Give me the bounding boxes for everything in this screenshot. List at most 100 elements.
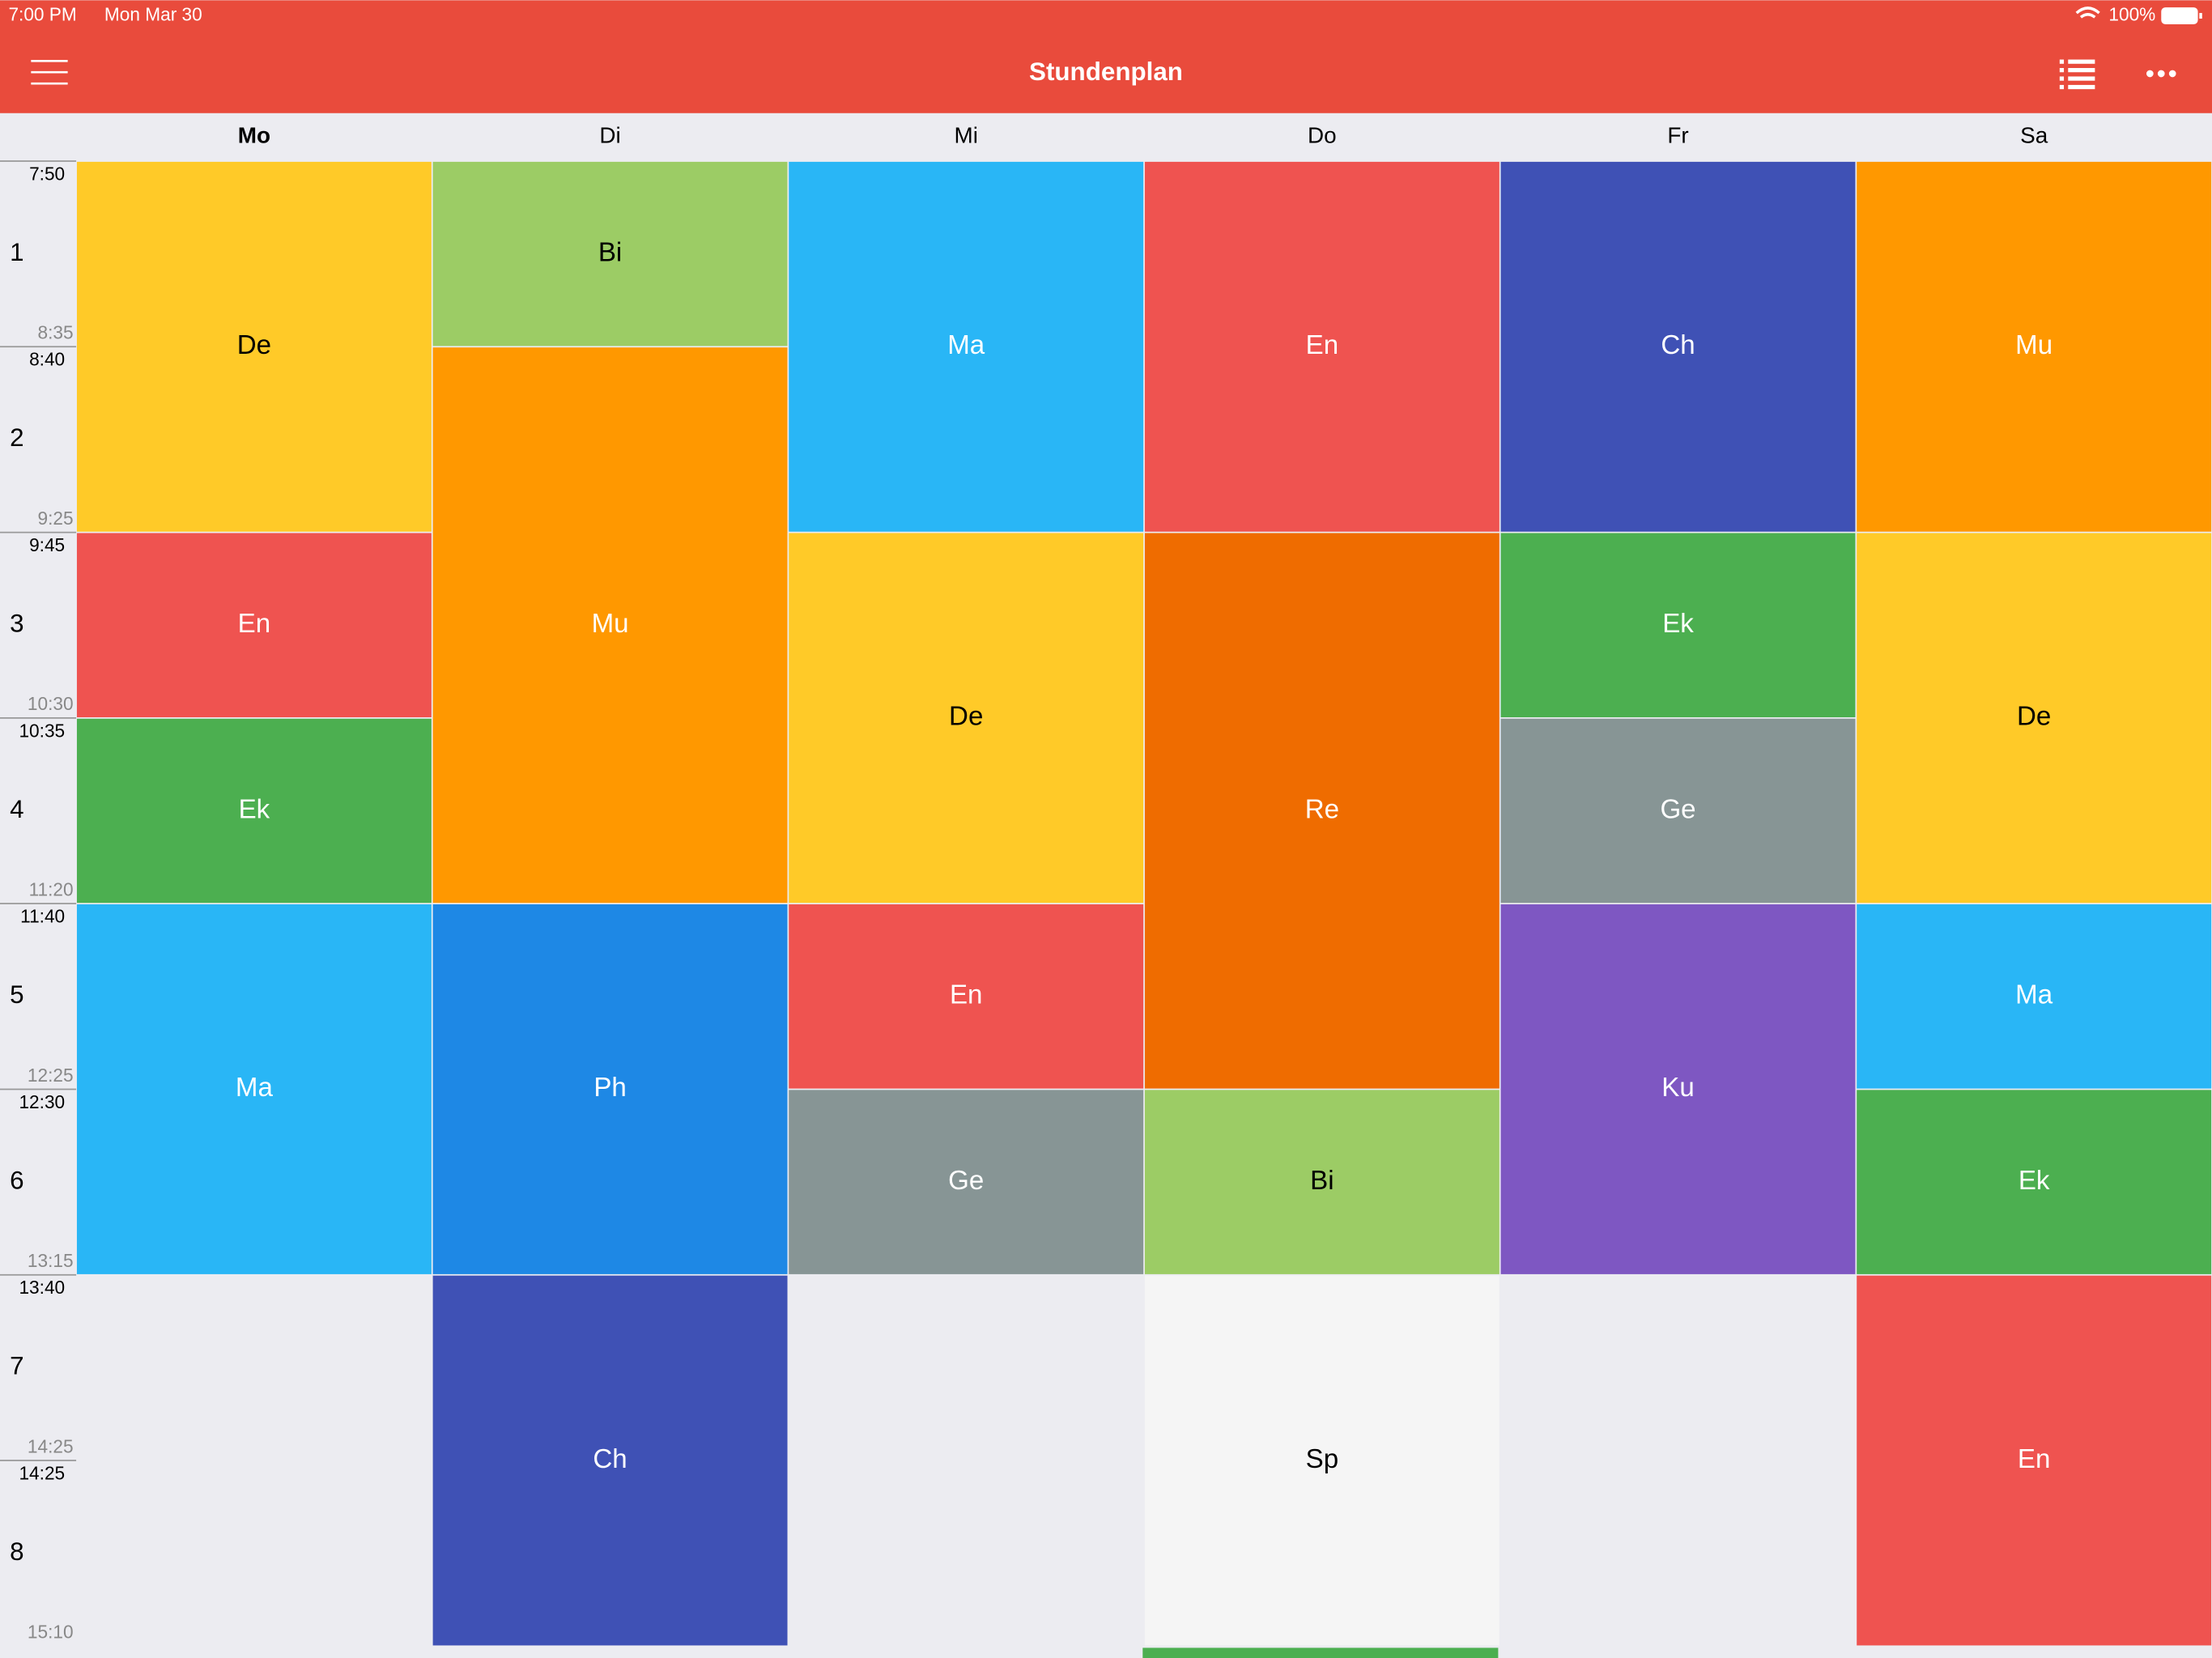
lesson-subject: Ge (948, 1166, 984, 1196)
lesson-subject: Ph (593, 1073, 626, 1103)
lesson[interactable]: En (1857, 1275, 2212, 1646)
nav-title: Stundenplan (1029, 57, 1183, 86)
lesson-bg (432, 1275, 788, 1646)
lesson[interactable]: Ph (432, 904, 788, 1274)
lesson[interactable]: Re (1144, 533, 1499, 1089)
lesson-subject: Sp (1306, 1444, 1338, 1474)
lesson[interactable]: Ek (1857, 1090, 2212, 1274)
lesson-bg (789, 533, 1144, 903)
period-number: 7 (10, 1352, 23, 1380)
wifi-icon (2075, 6, 2100, 19)
lesson-subject: Ek (1662, 609, 1694, 639)
lesson-bg (1857, 904, 2212, 1089)
lesson-bg (432, 904, 788, 1274)
lesson-subject: Ma (2015, 980, 2053, 1010)
period-end: 8:35 (38, 322, 74, 343)
lesson-subject: Ek (2018, 1166, 2050, 1196)
lesson[interactable]: En (789, 904, 1144, 1089)
lesson-bg (1144, 1275, 1499, 1646)
day-header: Mi (955, 123, 978, 148)
lesson[interactable]: En (1144, 161, 1499, 532)
lesson[interactable]: En (76, 533, 432, 718)
lesson-subject: Re (1305, 794, 1339, 824)
period-number: 1 (10, 238, 23, 266)
day-header: Sa (2020, 123, 2048, 148)
day-header: Mo (238, 123, 270, 148)
lesson-subject: De (237, 330, 271, 360)
lesson[interactable]: Ku (1500, 904, 1856, 1274)
lesson-bg (76, 904, 432, 1274)
period-number: 6 (10, 1166, 23, 1194)
lesson[interactable]: De (1857, 533, 2212, 903)
lesson-bg (789, 904, 1144, 1089)
lesson-bg (1500, 904, 1856, 1274)
lesson-subject: En (1306, 330, 1338, 360)
lesson[interactable]: Sp (1144, 1275, 1499, 1646)
battery-icon (2161, 7, 2202, 24)
lesson[interactable]: De (76, 161, 432, 532)
lesson-bg (1144, 1090, 1499, 1274)
lesson-bg (76, 533, 432, 718)
lesson-subject: De (949, 702, 983, 732)
next-lesson-edge (1142, 1647, 1499, 1658)
lesson-subject: De (2017, 702, 2051, 732)
lesson-bg (1144, 161, 1499, 532)
list-button[interactable] (2059, 59, 2095, 90)
lesson-bg (1500, 718, 1856, 903)
status-time: 7:00 PM (8, 4, 76, 25)
period-start: 13:40 (19, 1277, 65, 1298)
lesson-subject: Bi (1310, 1166, 1334, 1196)
lesson[interactable]: Ge (789, 1090, 1144, 1274)
lesson-subject: En (2018, 1444, 2050, 1474)
day-header: Fr (1667, 123, 1688, 148)
period-start: 14:25 (19, 1462, 65, 1483)
period-number: 3 (10, 610, 23, 638)
lesson-bg (789, 1090, 1144, 1274)
lesson-subject: Ma (236, 1073, 274, 1103)
period-end: 10:30 (28, 693, 74, 714)
header-bg (0, 0, 2212, 113)
lesson-subject: Ek (239, 794, 270, 824)
day-header: Do (1308, 123, 1337, 148)
lesson[interactable]: Ma (789, 161, 1144, 532)
period-number: 5 (10, 980, 23, 1009)
lesson[interactable]: Bi (432, 161, 788, 346)
period-end: 14:25 (28, 1435, 74, 1456)
lesson[interactable]: Ch (432, 1275, 788, 1646)
period-number: 2 (10, 423, 23, 452)
lesson[interactable]: Ek (1500, 533, 1856, 718)
menu-button[interactable] (31, 59, 68, 85)
lesson[interactable]: Mu (1857, 161, 2212, 532)
lesson-bg (432, 347, 788, 903)
lesson[interactable]: Bi (1144, 1090, 1499, 1274)
period-start: 9:45 (29, 534, 65, 555)
lesson-bg (76, 718, 432, 903)
period-end: 13:15 (28, 1250, 74, 1271)
lesson-subject: Bi (598, 237, 622, 267)
lesson[interactable]: De (789, 533, 1144, 903)
lesson[interactable]: Mu (432, 347, 788, 903)
lesson-bg (1144, 533, 1499, 1089)
period-end: 9:25 (38, 508, 74, 529)
period-start: 8:40 (29, 349, 65, 370)
lesson[interactable]: Ge (1500, 718, 1856, 903)
lesson-subject: Ma (947, 330, 985, 360)
lesson-subject: Mu (592, 609, 629, 639)
lesson-bg (1857, 533, 2212, 903)
period-end: 12:25 (28, 1065, 74, 1086)
lesson[interactable]: Ma (1857, 904, 2212, 1089)
more-button[interactable] (2146, 70, 2176, 78)
lesson[interactable]: Ma (76, 904, 432, 1274)
status-battery: 100% (2108, 4, 2155, 25)
lesson-bg (432, 161, 788, 346)
period-end: 11:20 (29, 878, 74, 899)
status-date: Mon Mar 30 (104, 4, 202, 25)
lesson[interactable]: Ek (76, 718, 432, 903)
lesson-bg (76, 161, 432, 532)
lesson[interactable]: Ch (1500, 161, 1856, 532)
lesson-subject: Ku (1661, 1073, 1694, 1103)
lesson-bg (1857, 1275, 2212, 1646)
lesson-bg (1857, 1090, 2212, 1274)
